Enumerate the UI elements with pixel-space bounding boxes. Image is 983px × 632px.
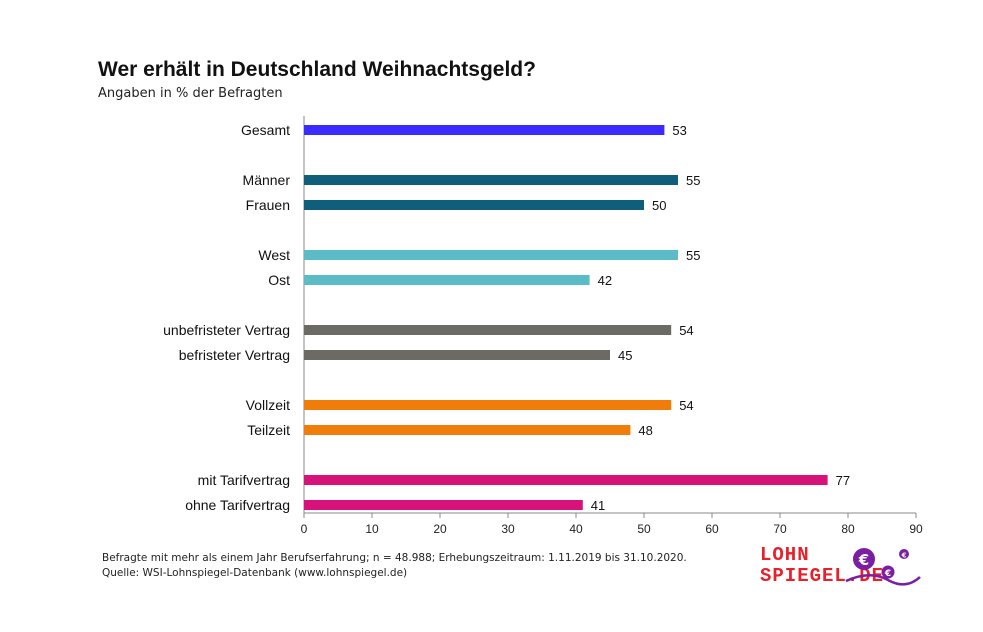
x-tick-label: 60 [705,522,719,536]
bar [304,475,828,485]
category-label: Vollzeit [246,397,290,413]
bar [304,500,583,510]
bar [304,325,672,335]
x-tick-label: 0 [301,522,308,536]
svg-text:€: € [884,569,891,579]
bar [304,250,678,260]
data-label: 53 [672,123,686,138]
svg-text:€: € [858,551,869,569]
chart-title: Wer erhält in Deutschland Weihnachtsgeld… [98,58,536,81]
data-label: 45 [618,348,632,363]
category-label: befristeter Vertrag [179,347,290,363]
logo-text-line2: SPIEGEL.DE [760,565,884,587]
bar [304,200,644,210]
category-label: ohne Tarifvertrag [185,497,290,513]
logo-text-line1: LOHN [760,544,810,566]
bar [304,350,610,360]
footnote: Befragte mit mehr als einem Jahr Berufse… [102,551,687,581]
x-tick-label: 70 [773,522,787,536]
category-label: Gesamt [241,122,290,138]
x-tick-label: 90 [909,522,923,536]
data-label: 55 [686,248,700,263]
lohnspiegel-logo: LOHN SPIEGEL.DE € € € [760,544,921,587]
footnote-source: Quelle: WSI-Lohnspiegel-Datenbank (www.l… [102,567,408,579]
category-label: mit Tarifvertrag [198,472,290,488]
bar [304,125,665,135]
category-label: unbefristeter Vertrag [163,322,290,338]
bar [304,400,672,410]
chart-subtitle: Angaben in % der Befragten [98,86,283,101]
bar [304,275,590,285]
category-label: West [258,247,290,263]
category-label: Männer [243,172,291,188]
data-label: 42 [598,273,612,288]
x-tick-label: 40 [569,522,583,536]
bar-chart: 0 10 20 30 40 50 60 70 80 90 Gesamt 53 Männer 55 Fraue… [163,116,923,536]
data-label: 41 [591,498,605,513]
data-label: 55 [686,173,700,188]
bar [304,175,678,185]
category-label: Frauen [246,197,290,213]
x-tick-label: 50 [637,522,651,536]
euro-coins-icon: € € € [845,548,921,586]
data-label: 54 [679,398,693,413]
x-tick-label: 20 [433,522,447,536]
bar [304,425,631,435]
category-label: Teilzeit [247,422,290,438]
footnote-sample-info: Befragte mit mehr als einem Jahr Berufse… [102,552,687,564]
x-tick-label: 30 [501,522,515,536]
x-tick-label: 80 [841,522,855,536]
data-label: 77 [836,473,850,488]
x-tick-label: 10 [365,522,379,536]
svg-text:€: € [901,552,907,560]
category-label: Ost [268,272,290,288]
data-label: 48 [638,423,652,438]
data-label: 54 [679,323,693,338]
data-label: 50 [652,198,666,213]
